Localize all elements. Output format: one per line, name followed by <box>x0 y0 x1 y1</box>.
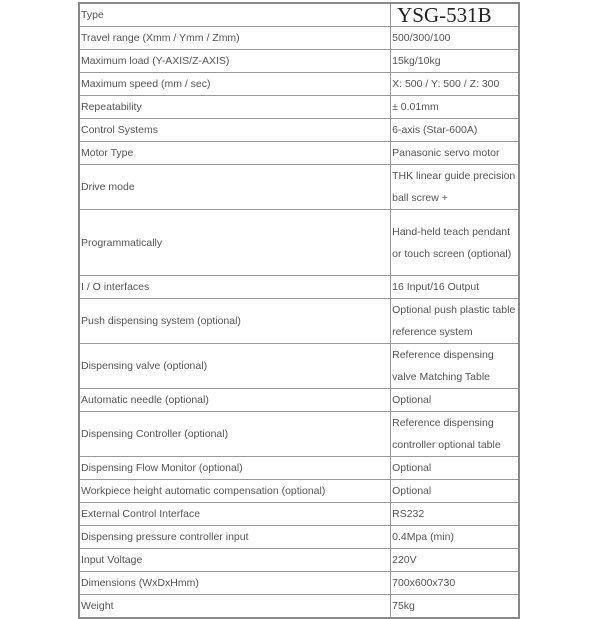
spec-value: 16 Input/16 Output <box>390 275 520 299</box>
spec-row: External Control Interface RS232 <box>78 502 520 526</box>
spec-row: Control Systems 6-axis (Star-600A) <box>78 118 520 142</box>
spec-value: 0.4Mpa (min) <box>390 525 520 549</box>
spec-label: Push dispensing system (optional) <box>78 298 392 344</box>
spec-value: Optional push plastic table reference sy… <box>390 298 520 344</box>
spec-value: 220V <box>390 548 520 572</box>
model-name: YSG-531B <box>390 2 520 27</box>
spec-row: Dispensing valve (optional) Reference dis… <box>78 343 520 389</box>
spec-row: Automatic needle (optional) Optional <box>78 388 520 412</box>
spec-value: Reference dispensing valve Matching Tabl… <box>390 343 520 389</box>
spec-label: Programmatically <box>78 209 392 276</box>
spec-label: Workpiece height automatic compensation … <box>78 479 392 503</box>
spec-label: Motor Type <box>78 141 392 165</box>
spec-value: 6-axis (Star-600A) <box>390 118 520 142</box>
spec-value: THK linear guide precision ball screw + <box>390 164 520 210</box>
spec-row: Repeatability ± 0.01mm <box>78 95 520 119</box>
spec-row: Dispensing Flow Monitor (optional) Option… <box>78 456 520 480</box>
spec-label: Drive mode <box>78 164 392 210</box>
spec-value: ± 0.01mm <box>390 95 520 119</box>
spec-value: 700x600x730 <box>390 571 520 595</box>
spec-row: Maximum load (Y-AXIS/Z-AXIS) 15kg/10kg <box>78 49 520 73</box>
spec-label: I / O interfaces <box>78 275 392 299</box>
spec-row: Drive mode THK linear guide precision bal… <box>78 164 520 210</box>
spec-value: Optional <box>390 388 520 412</box>
spec-value: Optional <box>390 456 520 480</box>
spec-row: I / O interfaces 16 Input/16 Output <box>78 275 520 299</box>
spec-label: Weight <box>78 594 392 619</box>
spec-row: Dispensing Controller (optional) Referenc… <box>78 411 520 457</box>
spec-label: Maximum load (Y-AXIS/Z-AXIS) <box>78 49 392 73</box>
spec-label: Input Voltage <box>78 548 392 572</box>
spec-value: Optional <box>390 479 520 503</box>
spec-label: Type <box>78 2 392 27</box>
spec-row: Push dispensing system (optional) Optiona… <box>78 298 520 344</box>
spec-table: Type YSG-531B Travel range (Xmm / Ymm / Zm… <box>78 2 520 619</box>
spec-value: 15kg/10kg <box>390 49 520 73</box>
spec-value: X: 500 / Y: 500 / Z: 300 <box>390 72 520 96</box>
spec-label: Dispensing pressure controller input <box>78 525 392 549</box>
spec-label: Dispensing Controller (optional) <box>78 411 392 457</box>
spec-value: 75kg <box>390 594 520 619</box>
spec-label: Dispensing Flow Monitor (optional) <box>78 456 392 480</box>
spec-row: Dispensing pressure controller input 0.4M… <box>78 525 520 549</box>
spec-row: Type YSG-531B <box>78 2 520 27</box>
spec-label: Control Systems <box>78 118 392 142</box>
spec-value: Panasonic servo motor <box>390 141 520 165</box>
spec-value: 500/300/100 <box>390 26 520 50</box>
spec-label: Repeatability <box>78 95 392 119</box>
spec-value: RS232 <box>390 502 520 526</box>
spec-row: Dimensions (WxDxHmm) 700x600x730 <box>78 571 520 595</box>
spec-row: Travel range (Xmm / Ymm / Zmm) 500/300/10… <box>78 26 520 50</box>
spec-row: Weight 75kg <box>78 594 520 619</box>
spec-label: Maximum speed (mm / sec) <box>78 72 392 96</box>
spec-row: Maximum speed (mm / sec) X: 500 / Y: 500 … <box>78 72 520 96</box>
spec-value: Hand-held teach pendant or touch screen … <box>390 209 520 276</box>
spec-row: Motor Type Panasonic servo motor <box>78 141 520 165</box>
spec-label: Automatic needle (optional) <box>78 388 392 412</box>
spec-label: Travel range (Xmm / Ymm / Zmm) <box>78 26 392 50</box>
spec-label: External Control Interface <box>78 502 392 526</box>
spec-value: Reference dispensing controller optional… <box>390 411 520 457</box>
spec-row: Programmatically Hand-held teach pendant … <box>78 209 520 276</box>
spec-row: Workpiece height automatic compensation … <box>78 479 520 503</box>
spec-label: Dispensing valve (optional) <box>78 343 392 389</box>
spec-label: Dimensions (WxDxHmm) <box>78 571 392 595</box>
spec-row: Input Voltage 220V <box>78 548 520 572</box>
